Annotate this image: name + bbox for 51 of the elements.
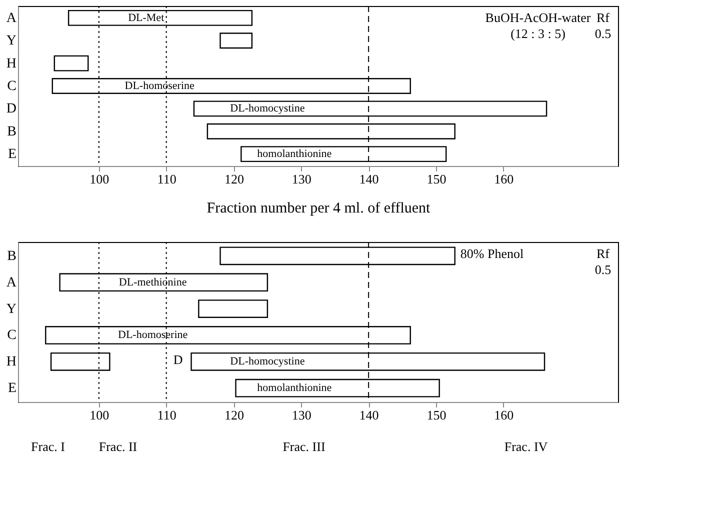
y-tick-label: A xyxy=(6,275,18,290)
x-tick-label: 130 xyxy=(292,172,312,186)
annotation: BuOH-AcOH-water xyxy=(485,10,592,25)
x-tick-label: 160 xyxy=(494,408,514,422)
text: Frac. II xyxy=(98,439,138,454)
annotation: 0.5 xyxy=(594,26,612,41)
x-tick-label: 140 xyxy=(359,172,379,186)
bar xyxy=(198,300,268,318)
y-tick-label: C xyxy=(7,328,16,344)
text: Frac. I xyxy=(31,439,65,454)
annotation: (12 : 3 : 5) xyxy=(510,26,566,41)
annotation: DL-homocystine xyxy=(230,102,305,115)
x-tick-label: 120 xyxy=(224,408,244,422)
y-tick-label: A xyxy=(6,10,18,26)
x-tick-label: 120 xyxy=(224,172,244,186)
x-axis-title: Fraction number per 4 ml. of effluent xyxy=(206,200,432,216)
x-tick-label: 100 xyxy=(90,408,110,422)
annotation: DL-methionine xyxy=(118,276,187,288)
bar xyxy=(54,55,89,72)
annotation: DL-Met xyxy=(128,12,164,24)
y-tick-label: C xyxy=(7,79,16,94)
x-tick-label: 150 xyxy=(426,408,446,422)
y-tick-label: B xyxy=(7,124,16,140)
annotation: D xyxy=(173,352,183,367)
bar xyxy=(220,32,253,49)
annotation: DL-homoserine xyxy=(118,329,188,342)
annotation: homolanthionine xyxy=(257,148,332,160)
annotation: Rf xyxy=(596,246,610,261)
y-tick-label: E xyxy=(8,147,16,162)
annotation: 0.5 xyxy=(594,262,612,277)
y-tick-label: D xyxy=(6,102,16,117)
annotation: DL-homoserine xyxy=(124,80,195,92)
x-tick-label: 110 xyxy=(157,172,176,186)
y-tick-label: H xyxy=(6,354,16,370)
x-tick-label: 150 xyxy=(426,172,446,186)
y-tick-label: E xyxy=(8,381,16,396)
x-tick-label: 160 xyxy=(494,172,514,186)
annotation: DL-homocystine xyxy=(230,356,305,368)
y-tick-label: Y xyxy=(6,34,16,49)
annotation: 80% Phenol xyxy=(460,246,524,261)
y-tick-label: B xyxy=(7,248,16,264)
text: Frac. IV xyxy=(504,439,548,454)
annotation: homolanthionine xyxy=(257,382,332,394)
text: Frac. III xyxy=(282,439,326,454)
x-tick-label: 100 xyxy=(90,172,110,186)
x-tick-label: 130 xyxy=(292,408,312,422)
x-tick-label: 140 xyxy=(359,408,379,422)
x-tick-label: 110 xyxy=(157,408,176,422)
y-tick-label: Y xyxy=(6,302,16,317)
annotation: Rf xyxy=(596,10,610,25)
y-tick-label: H xyxy=(6,56,16,72)
